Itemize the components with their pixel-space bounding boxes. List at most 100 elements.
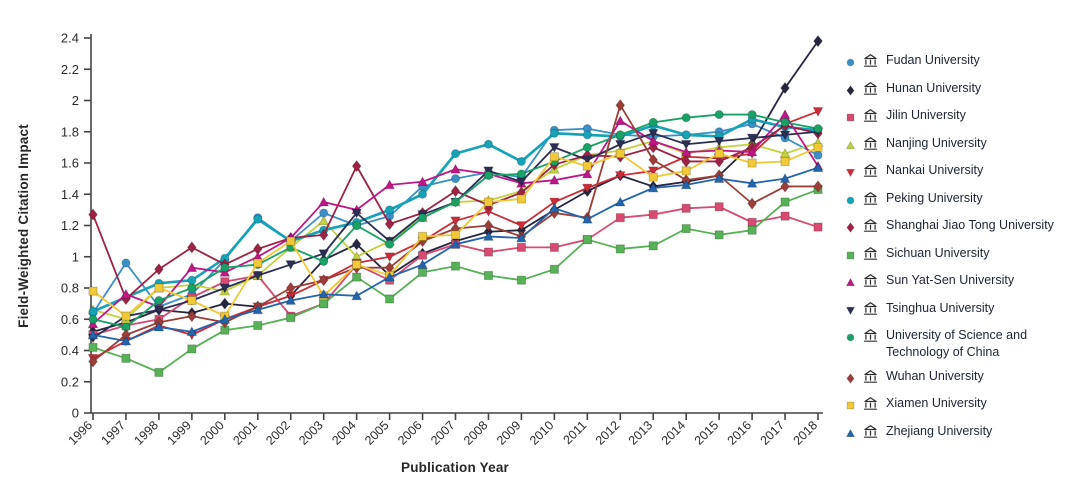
triangle-down-marker-icon [845,165,856,183]
circle-marker [846,196,855,204]
legend-item-fudan-university: Fudan University [845,52,1077,73]
triangle-down-marker [515,221,527,232]
bank-building-icon [863,273,879,293]
x-tick-label: 2017 [758,418,788,448]
square-marker [286,236,296,246]
triangle-marker [548,174,560,185]
circle-marker [220,263,230,273]
x-tick-label: 1998 [131,418,161,448]
diamond-marker [846,222,855,233]
triangle-marker [87,318,99,329]
bank-building-icon [863,191,878,205]
square-marker [450,261,461,271]
triangle-marker [384,179,396,190]
square-marker [154,283,164,293]
square-marker [352,272,362,282]
square-marker [615,244,625,254]
legend-label: University of Science and Technology of … [886,328,1028,359]
legend-item-jilin-university: Jilin University [845,107,1077,128]
square-marker [648,172,658,182]
circle-marker [450,149,461,159]
diamond-marker [780,180,790,193]
square-marker [516,194,526,204]
square-marker [516,242,526,252]
square-marker [747,225,757,235]
triangle-down-marker [779,130,791,141]
x-tick-label: 2006 [395,418,425,448]
triangle-marker [153,321,165,332]
legend-label: Zhejiang University [886,423,993,438]
triangle-marker [581,213,593,224]
bank-building-icon [863,301,878,315]
bank-building-icon [863,108,879,128]
square-marker-icon [845,398,856,416]
x-tick-label: 2014 [659,418,689,448]
y-tick-label: 0.4 [61,343,79,358]
legend-label: Sun Yat-Sen University [886,273,1015,287]
triangle-marker [746,177,758,188]
triangle-marker [779,108,791,119]
square-marker [549,152,559,162]
bank-building-icon [863,396,879,416]
y-tick-label: 2 [72,93,79,108]
triangle-marker [680,179,692,190]
triangle-down-marker [450,216,461,227]
legend-label: Jilin University [886,108,966,122]
bank-building-icon [863,301,879,321]
triangle-marker [318,196,330,207]
triangle-down-marker [384,252,396,263]
y-tick-label: 0.8 [61,281,79,296]
diamond-marker [450,184,461,198]
x-tick-label: 2015 [692,418,722,448]
bank-building-icon [863,369,879,389]
x-tick-label: 1999 [164,418,194,448]
legend-item-shanghai-jiao-tong-university: Shanghai Jiao Tong University [845,217,1077,238]
x-tick-label: 2002 [263,418,293,448]
circle-marker [319,256,329,266]
square-marker [681,166,691,176]
legend-item-nanjing-university: Nanjing University [845,135,1077,156]
square-marker [615,149,625,159]
square-marker [352,260,362,270]
x-tick-label: 2003 [296,418,326,448]
diamond-marker [154,262,164,276]
triangle-marker [417,176,429,187]
diamond-marker [714,155,725,168]
bank-building-icon [863,328,879,348]
square-marker [813,222,823,232]
square-marker-icon [845,110,856,128]
triangle-marker-icon [845,275,856,293]
triangle-marker [417,258,429,269]
legend-item-sun-yat-sen-university: Sun Yat-Sen University [845,272,1077,293]
x-tick-label: 2010 [527,418,557,448]
bank-building-icon [863,163,879,183]
triangle-marker [384,271,396,282]
square-marker [286,313,296,323]
circle-marker [385,239,395,249]
triangle-marker [614,115,626,126]
y-tick-label: 0.2 [61,374,79,389]
bank-building-icon [863,369,878,383]
circle-marker [483,139,494,149]
circle-marker [516,156,526,166]
triangle-marker [746,146,758,157]
square-marker [549,264,559,274]
square-marker [582,235,592,245]
diamond-marker [318,273,329,287]
square-marker [714,149,724,159]
legend-label: Tsinghua University [886,300,995,315]
y-tick-label: 1.2 [61,218,79,233]
legend-item-zhejiang-university: Zhejiang University [845,423,1077,444]
circle-marker [648,117,658,127]
triangle-marker [779,172,791,183]
circle-marker [450,174,461,184]
circle-marker [88,314,98,324]
triangle-down-marker [252,271,264,282]
legend-item-hunan-university: Hunan University [845,80,1077,101]
square-marker [187,344,197,354]
triangle-marker [219,313,231,324]
triangle-marker [680,146,692,157]
diamond-marker [813,34,823,48]
circle-marker-icon [845,330,856,348]
